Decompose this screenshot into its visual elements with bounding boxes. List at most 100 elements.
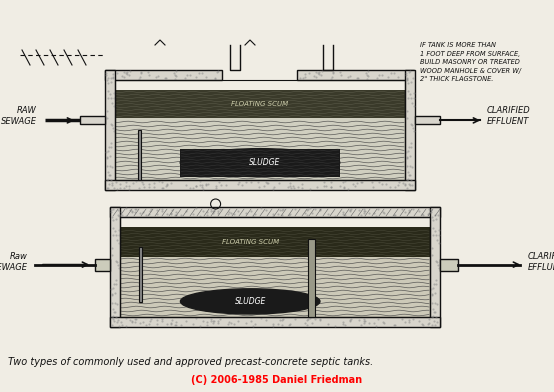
Point [106,177,115,183]
Point [198,183,207,190]
Point [302,212,311,218]
Point [109,125,117,131]
Point [379,320,388,327]
Point [341,322,350,328]
Point [353,180,362,187]
Point [402,69,411,76]
Point [356,212,365,218]
Point [242,179,251,185]
Point [307,319,316,326]
Point [432,281,441,287]
Point [403,80,412,87]
Point [340,184,348,191]
Point [213,320,222,327]
Point [430,212,439,218]
Point [227,320,235,327]
Point [415,208,424,214]
Point [355,317,363,323]
Point [279,316,288,322]
Point [285,321,294,328]
Point [347,316,356,322]
Point [346,318,355,324]
Bar [138,130,141,180]
Point [424,320,433,326]
Point [296,74,305,81]
Point [360,210,369,216]
Point [429,232,438,238]
Point [434,240,443,246]
Point [171,72,179,78]
Point [234,179,243,185]
Point [163,181,172,187]
Point [425,316,434,322]
Point [372,212,381,219]
Point [403,169,412,176]
Point [361,208,370,214]
Point [339,209,348,215]
Point [386,184,394,190]
Point [347,205,356,212]
Bar [110,207,120,327]
Point [102,185,111,191]
Point [146,208,155,214]
Point [432,258,440,265]
Point [429,281,438,287]
Point [109,102,118,109]
Point [351,183,360,189]
Point [362,69,371,76]
Point [407,143,416,150]
Point [275,207,284,214]
Point [145,181,154,187]
Point [269,323,278,329]
Point [324,211,333,217]
Point [294,184,302,190]
Point [327,76,336,82]
Point [109,90,118,96]
Point [302,322,311,328]
Point [263,180,271,186]
Point [171,68,180,74]
Point [132,206,141,212]
Point [393,73,402,80]
Point [112,281,121,287]
Point [109,316,117,322]
Point [138,319,147,325]
Bar [105,180,415,190]
Point [247,179,256,185]
Point [102,71,111,78]
Point [185,185,194,191]
Point [136,320,145,327]
Point [162,75,171,82]
Point [108,180,117,186]
Point [405,68,414,74]
Text: SLUDGE: SLUDGE [234,297,266,306]
Point [114,240,123,246]
Point [329,70,337,76]
Point [147,316,156,322]
Point [126,207,135,213]
Point [274,180,283,186]
Point [361,318,370,324]
Point [433,237,442,243]
Point [154,73,163,79]
Point [108,214,117,220]
Point [377,180,386,187]
Point [171,321,179,328]
Point [331,323,340,329]
Point [368,183,377,190]
Bar [405,70,415,190]
Point [430,309,439,316]
Point [418,212,427,218]
Point [103,115,112,122]
Point [116,185,125,191]
Point [291,316,300,322]
Point [339,179,348,185]
Point [132,316,141,322]
Point [429,309,438,315]
Point [122,183,131,190]
Point [247,207,255,214]
Point [409,94,418,101]
Point [286,183,295,189]
Point [192,315,201,321]
Point [110,318,119,324]
